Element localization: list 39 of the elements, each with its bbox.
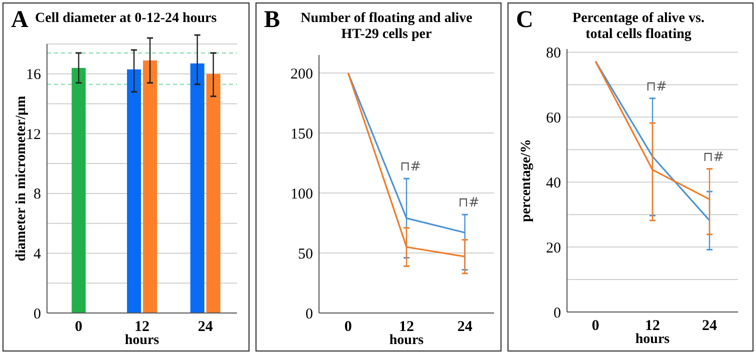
y-tick-label: 12 bbox=[26, 126, 41, 143]
y-axis-title: percentage/% bbox=[519, 139, 534, 222]
x-tick-label: 24 bbox=[457, 319, 473, 335]
x-tick-label: 12 bbox=[645, 318, 660, 334]
y-tick-label: 16 bbox=[26, 67, 42, 84]
y-tick-label: 50 bbox=[298, 246, 313, 262]
y-axis-title: diameter in micrometer/µm bbox=[14, 95, 29, 262]
annotation: ⊓# bbox=[458, 196, 480, 211]
x-axis-title: hours bbox=[124, 333, 160, 348]
x-tick-label: 12 bbox=[399, 319, 414, 335]
y-tick-label: 200 bbox=[290, 66, 313, 82]
y-tick-label: 4 bbox=[34, 246, 42, 262]
chart-title: Number of floating and alive HT-29 cells per bbox=[300, 11, 472, 42]
x-axis-title: hours bbox=[635, 332, 670, 347]
y-tick-label: 150 bbox=[290, 126, 313, 142]
text: B bbox=[264, 7, 280, 33]
y-tick-label: 0 bbox=[306, 306, 313, 322]
annotation: ⊓# bbox=[400, 160, 422, 175]
y-tick-label: 20 bbox=[546, 240, 561, 256]
y-tick-label: 60 bbox=[546, 110, 561, 126]
y-tick-label: 40 bbox=[546, 175, 561, 192]
x-tick-label: 0 bbox=[344, 319, 352, 335]
x-tick-label: 24 bbox=[702, 318, 718, 334]
x-tick-label: 24 bbox=[198, 319, 214, 335]
chart-title: Percentage of alive vs. total cells floating bbox=[572, 11, 704, 42]
text: C bbox=[516, 7, 534, 33]
y-tick-label: 0 bbox=[34, 306, 41, 322]
chart-title: Cell diameter at 0-12-24 hours bbox=[35, 11, 218, 26]
x-axis-title: hours bbox=[389, 333, 424, 348]
y-tick-label: 0 bbox=[554, 305, 561, 322]
y-tick-label: 8 bbox=[34, 186, 41, 203]
y-tick-label: 100 bbox=[290, 186, 313, 202]
x-tick-label: 0 bbox=[592, 318, 600, 334]
x-tick-label: 12 bbox=[134, 319, 150, 335]
annotation: ⊓# bbox=[702, 150, 724, 165]
y-tick-label: 80 bbox=[546, 45, 561, 62]
text: A bbox=[11, 7, 29, 33]
x-tick-label: 0 bbox=[74, 319, 82, 335]
annotation: ⊓# bbox=[646, 79, 668, 94]
